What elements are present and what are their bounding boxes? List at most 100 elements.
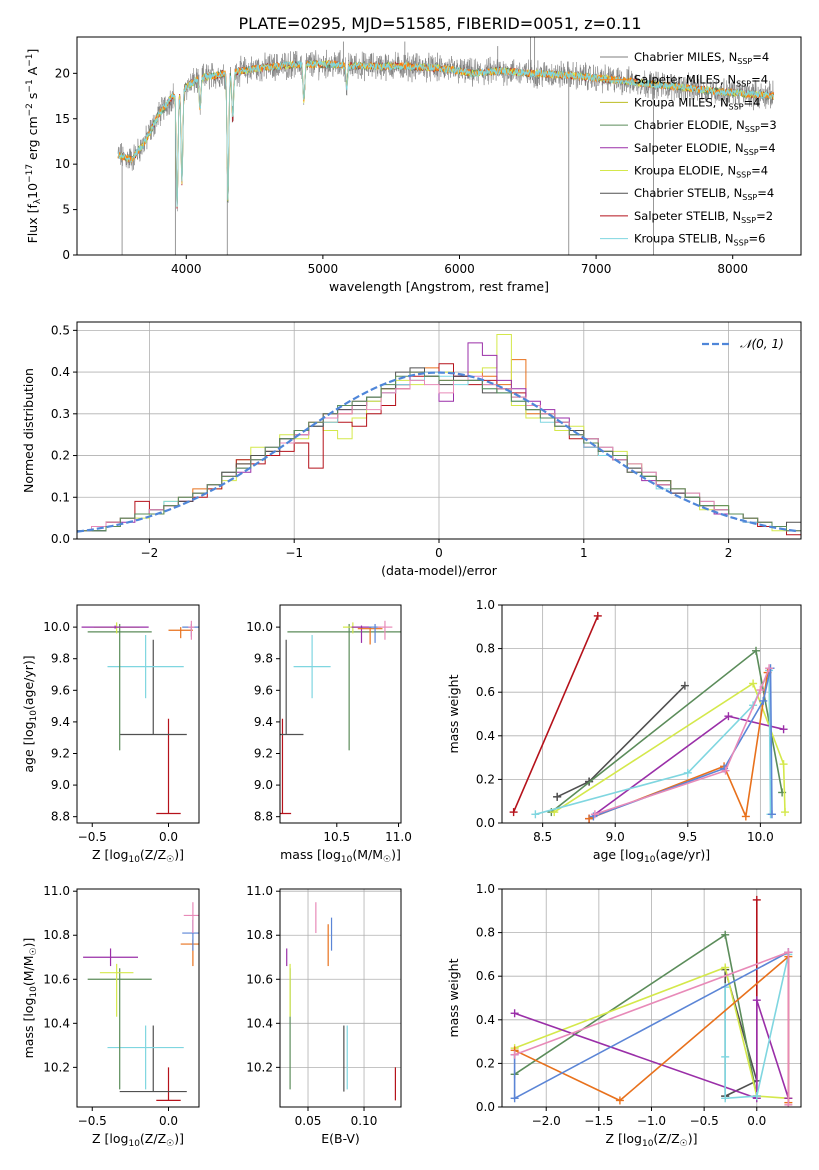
y-tick-label: 9.8	[51, 652, 70, 666]
y-tick-label: 0.5	[51, 323, 70, 337]
y-tick-label: 11.0	[246, 884, 273, 898]
x-tick-label: 8.5	[533, 830, 552, 844]
y-tick-label: 0.0	[476, 816, 495, 830]
legend-text: =4	[757, 186, 774, 200]
label-sub: ☉	[29, 947, 39, 955]
x-tick-label: 2	[725, 546, 733, 560]
legend-text: Chabrier STELIB, N	[634, 186, 742, 200]
label-part: Z [log	[92, 847, 128, 862]
y-tick-label: 10.2	[43, 1060, 70, 1074]
age-vs-mass-plot-area	[280, 620, 401, 815]
x-tick-label: −0.5	[78, 830, 107, 844]
label-sub: 10	[644, 855, 656, 865]
weight-series-line	[553, 682, 786, 813]
legend-text: =2	[756, 209, 773, 223]
x-tick-label: 1	[580, 546, 588, 560]
legend-text: Chabrier ELODIE, N	[634, 118, 745, 132]
legend-entry: Chabrier MILES, NSSP=4	[634, 50, 769, 66]
gaussian-curve	[77, 371, 799, 533]
legend-text: =6	[749, 232, 766, 246]
legend-sub: SSP	[737, 57, 752, 66]
legend-entry: 𝒩(0, 1)	[740, 337, 784, 351]
axes-frame	[279, 604, 402, 824]
x-tick-label: 8000	[717, 262, 748, 276]
label-part: )]	[391, 847, 401, 862]
weight-vs-Z-plot-area	[502, 889, 801, 1107]
y-tick-label: 8.8	[51, 810, 70, 824]
axes-frame	[76, 888, 200, 1108]
x-tick-label: −0.5	[690, 1114, 719, 1128]
label-part: Z [log	[92, 1131, 128, 1146]
label-part: (age/yr)]	[655, 847, 710, 862]
label-sub: ☉	[680, 1139, 688, 1149]
label-sub: 10	[29, 986, 39, 998]
y-tick-label: 0.2	[51, 449, 70, 463]
age-vs-mass-panel: 10.5 11.0 8.8 9.0 9.2 9.4 9.6 9.8 10.0 mass [log1…	[246, 604, 412, 865]
y-axis-label: Flux [fλ10−17 erg cm−2 s−1 A−1]	[25, 49, 43, 244]
legend-entry: Salpeter ELODIE, NSSP=4	[634, 141, 776, 157]
x-tick-label: 10.0	[747, 830, 774, 844]
y-tick-label: 0.2	[476, 772, 495, 786]
x-axis-label: (data-model)/error	[381, 563, 498, 578]
x-tick-label: 11.0	[385, 830, 412, 844]
label-part: (Z/Z	[140, 847, 166, 862]
label-sub: 10	[642, 1139, 654, 1149]
y-tick-label: 9.2	[51, 746, 70, 760]
label-part: −2	[25, 103, 35, 116]
legend-text: =4	[751, 164, 768, 178]
label-part: s	[25, 93, 40, 104]
label-part: mass [log	[280, 847, 341, 862]
weight-vs-Z-panel: −2.0 −1.5 −1.0 −0.5 0.0 0.0 0.2 0.4 0.6 0.8 1.0 Z […	[446, 882, 802, 1149]
figure-title: PLATE=0295, MJD=51585, FIBERID=0051, z=0…	[238, 14, 641, 33]
x-tick-label: −2.0	[532, 1114, 561, 1128]
label-sub: 10	[341, 855, 353, 865]
y-tick-label: 11.0	[43, 884, 70, 898]
y-tick-label: 0	[62, 248, 70, 262]
legend-sub: SSP	[734, 239, 749, 248]
legend-text: Chabrier MILES, N	[634, 50, 737, 64]
legend-sub: SSP	[729, 102, 744, 111]
y-tick-label: 10	[55, 157, 70, 171]
x-tick-label: −1	[285, 546, 303, 560]
y-tick-label: 20	[55, 66, 70, 80]
age-vs-Z-panel: −0.5 0.08.89.09.29.49.69.810.0Z [log10(Z/…	[21, 604, 200, 865]
weight-series-line	[593, 668, 773, 818]
legend-sub: SSP	[741, 216, 756, 225]
label-part: 10	[25, 183, 40, 199]
x-tick-label: 5000	[308, 262, 339, 276]
y-axis-label: Normed distribution	[21, 368, 36, 493]
y-tick-label: 0.6	[476, 969, 495, 983]
weight-series-line	[514, 966, 789, 1100]
y-tick-label: 0.8	[476, 926, 495, 940]
label-part: mass [log	[21, 998, 36, 1059]
label-part: )]	[21, 938, 36, 948]
legend-sub: SSP	[745, 125, 760, 134]
weight-vs-age-panel: 8.5 9.0 9.5 10.0 0.0 0.2 0.4 0.6 0.8 1.0 age [log1…	[446, 598, 802, 865]
spectrum-model-line	[117, 59, 775, 207]
mass-vs-Z-plot-area	[83, 902, 199, 1101]
y-tick-label: 0.0	[51, 532, 70, 546]
label-sub: 10	[29, 710, 39, 722]
legend-text: Salpeter STELIB, N	[634, 209, 741, 223]
x-tick-label: 10.5	[323, 830, 350, 844]
y-tick-label: 8.8	[254, 810, 273, 824]
legend-entry: Salpeter STELIB, NSSP=2	[634, 209, 773, 225]
x-tick-label: 9.0	[606, 830, 625, 844]
x-tick-label: −1.0	[637, 1114, 666, 1128]
legend-text: =3	[760, 118, 777, 132]
label-sub: ☉	[166, 855, 174, 865]
legend-entry: Kroupa ELODIE, NSSP=4	[634, 164, 768, 180]
y-tick-label: 0.0	[476, 1100, 495, 1114]
label-sub: ☉	[166, 1139, 174, 1149]
x-tick-label: 0.0	[159, 830, 178, 844]
residuals-plot-area	[77, 322, 801, 539]
x-axis-label: Z [log10(Z/Z☉)]	[92, 847, 184, 865]
legend-sub: SSP	[736, 171, 751, 180]
x-tick-label: 6000	[444, 262, 475, 276]
y-tick-label: 0.4	[476, 729, 495, 743]
y-tick-label: 10.0	[246, 620, 273, 634]
x-axis-label: Z [log10(Z/Z☉)]	[92, 1131, 184, 1149]
y-tick-label: 10.6	[246, 972, 273, 986]
label-sub: 10	[128, 1139, 140, 1149]
